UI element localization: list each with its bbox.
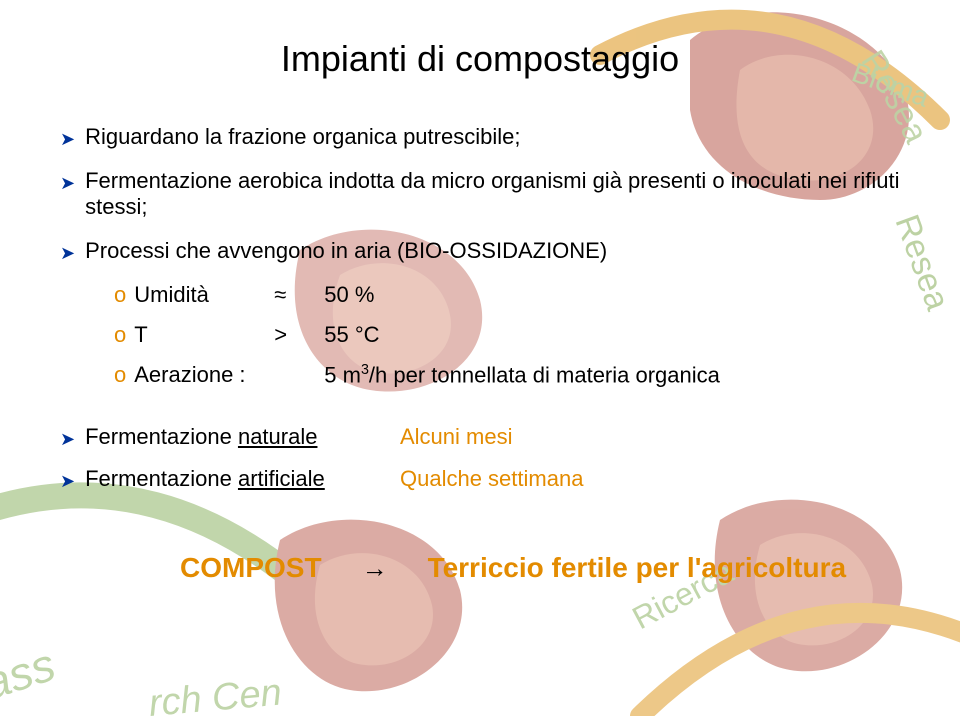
bullet-1: ➤ Riguardano la frazione organica putres… xyxy=(60,124,900,150)
fermentation-block: ➤ Fermentazione naturale Alcuni mesi ➤ F… xyxy=(60,424,900,492)
triangle-icon: ➤ xyxy=(60,129,75,150)
fermentation-label: Fermentazione artificiale xyxy=(85,466,325,492)
triangle-icon: ➤ xyxy=(60,471,75,492)
fermentation-time: Qualche settimana xyxy=(400,466,583,492)
compost-right: Terriccio fertile per l'agricoltura xyxy=(428,552,847,584)
bullet-1-text: Riguardano la frazione organica putresci… xyxy=(85,124,520,150)
compost-result: COMPOST → Terriccio fertile per l'agrico… xyxy=(60,552,900,584)
param-rel: ≈ xyxy=(274,282,324,308)
svg-text:ass: ass xyxy=(0,638,61,710)
param-val: 5 m3/h per tonnellata di materia organic… xyxy=(324,362,900,388)
process-row-1: o Umidità ≈ 50 % xyxy=(114,282,900,308)
triangle-icon: ➤ xyxy=(60,243,75,264)
o-marker-icon: o xyxy=(114,322,126,348)
fermentation-label: Fermentazione naturale xyxy=(85,424,317,450)
process-row-3: o Aerazione : 5 m3/h per tonnellata di m… xyxy=(114,362,900,388)
slide-content: Impianti di compostaggio ➤ Riguardano la… xyxy=(0,0,960,584)
param-name: Aerazione : xyxy=(134,362,274,388)
slide-title: Impianti di compostaggio xyxy=(60,38,900,80)
triangle-icon: ➤ xyxy=(60,173,75,194)
arrow-icon: → xyxy=(362,553,388,584)
fermentation-row-natural: ➤ Fermentazione naturale Alcuni mesi xyxy=(60,424,900,450)
svg-text:rch Cen: rch Cen xyxy=(147,672,283,716)
o-marker-icon: o xyxy=(114,362,126,388)
bullet-3: ➤ Processi che avvengono in aria (BIO-OS… xyxy=(60,238,900,264)
bullet-3-text: Processi che avvengono in aria (BIO-OSSI… xyxy=(85,238,607,264)
param-name: T xyxy=(134,322,274,348)
process-row-2: o T > 55 °C xyxy=(114,322,900,348)
param-val: 55 °C xyxy=(324,322,900,348)
o-marker-icon: o xyxy=(114,282,126,308)
compost-label: COMPOST xyxy=(180,552,322,584)
triangle-icon: ➤ xyxy=(60,429,75,450)
bullet-2-text: Fermentazione aerobica indotta da micro … xyxy=(85,168,900,220)
fermentation-time: Alcuni mesi xyxy=(400,424,512,450)
process-params: o Umidità ≈ 50 % o T > 55 °C o Aerazione… xyxy=(60,282,900,388)
bullet-2: ➤ Fermentazione aerobica indotta da micr… xyxy=(60,168,900,220)
param-rel: > xyxy=(274,322,324,348)
fermentation-row-artificial: ➤ Fermentazione artificiale Qualche sett… xyxy=(60,466,900,492)
param-val: 50 % xyxy=(324,282,900,308)
param-name: Umidità xyxy=(134,282,274,308)
